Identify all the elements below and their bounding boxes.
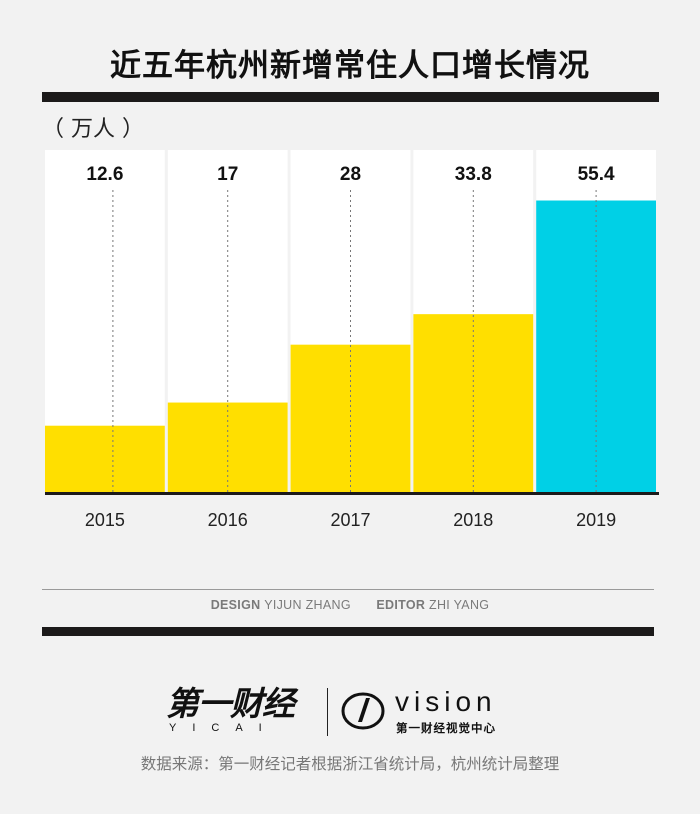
logo-divider: [327, 688, 328, 736]
data-label: 12.6: [86, 164, 123, 185]
bar: [290, 344, 411, 492]
bar: [413, 314, 534, 492]
vision-logo-word: vision: [395, 686, 497, 717]
data-label: 55.4: [578, 164, 615, 185]
yicai-logo-en: YICAI: [169, 722, 278, 734]
design-name: YIJUN ZHANG: [264, 598, 351, 612]
yicai-logo-cn: 第一财经: [166, 684, 295, 723]
x-tick-label: 2019: [576, 510, 616, 530]
data-label: 28: [340, 164, 361, 185]
credits-divider: [42, 589, 654, 590]
x-tick-label: 2016: [208, 510, 248, 530]
title-rule: [42, 92, 659, 102]
data-label: 33.8: [455, 164, 492, 185]
x-axis-line: [45, 492, 659, 495]
bottom-rule: [42, 627, 654, 636]
unit-label: （ 万人 ）: [42, 117, 144, 142]
bar: [45, 425, 165, 492]
x-tick-label: 2018: [453, 510, 493, 530]
editor-name: ZHI YANG: [429, 598, 490, 612]
source-note: 数据来源：第一财经记者根据浙江省统计局，杭州统计局整理: [140, 755, 560, 773]
vision-mark-icon: [341, 692, 385, 730]
bar-chart: 12.6 2015 17 2016 28 2017 33.8 2018 55.4 2019: [45, 150, 659, 530]
x-tick-label: 2017: [330, 510, 370, 530]
editor-label: EDITOR: [376, 598, 426, 612]
yicai-logo: 第一财经 YICAI: [166, 686, 316, 738]
bar: [167, 402, 288, 492]
credits: DESIGN YIJUN ZHANG EDITOR ZHI YANG: [0, 598, 700, 612]
vision-logo-sub: 第一财经视觉中心: [396, 721, 496, 735]
vision-logo: vision 第一财经视觉中心: [340, 686, 540, 738]
data-label: 17: [217, 164, 238, 185]
page-title: 近五年杭州新增常住人口增长情况: [110, 48, 590, 84]
x-tick-label: 2015: [85, 510, 125, 530]
design-label: DESIGN: [210, 598, 261, 612]
